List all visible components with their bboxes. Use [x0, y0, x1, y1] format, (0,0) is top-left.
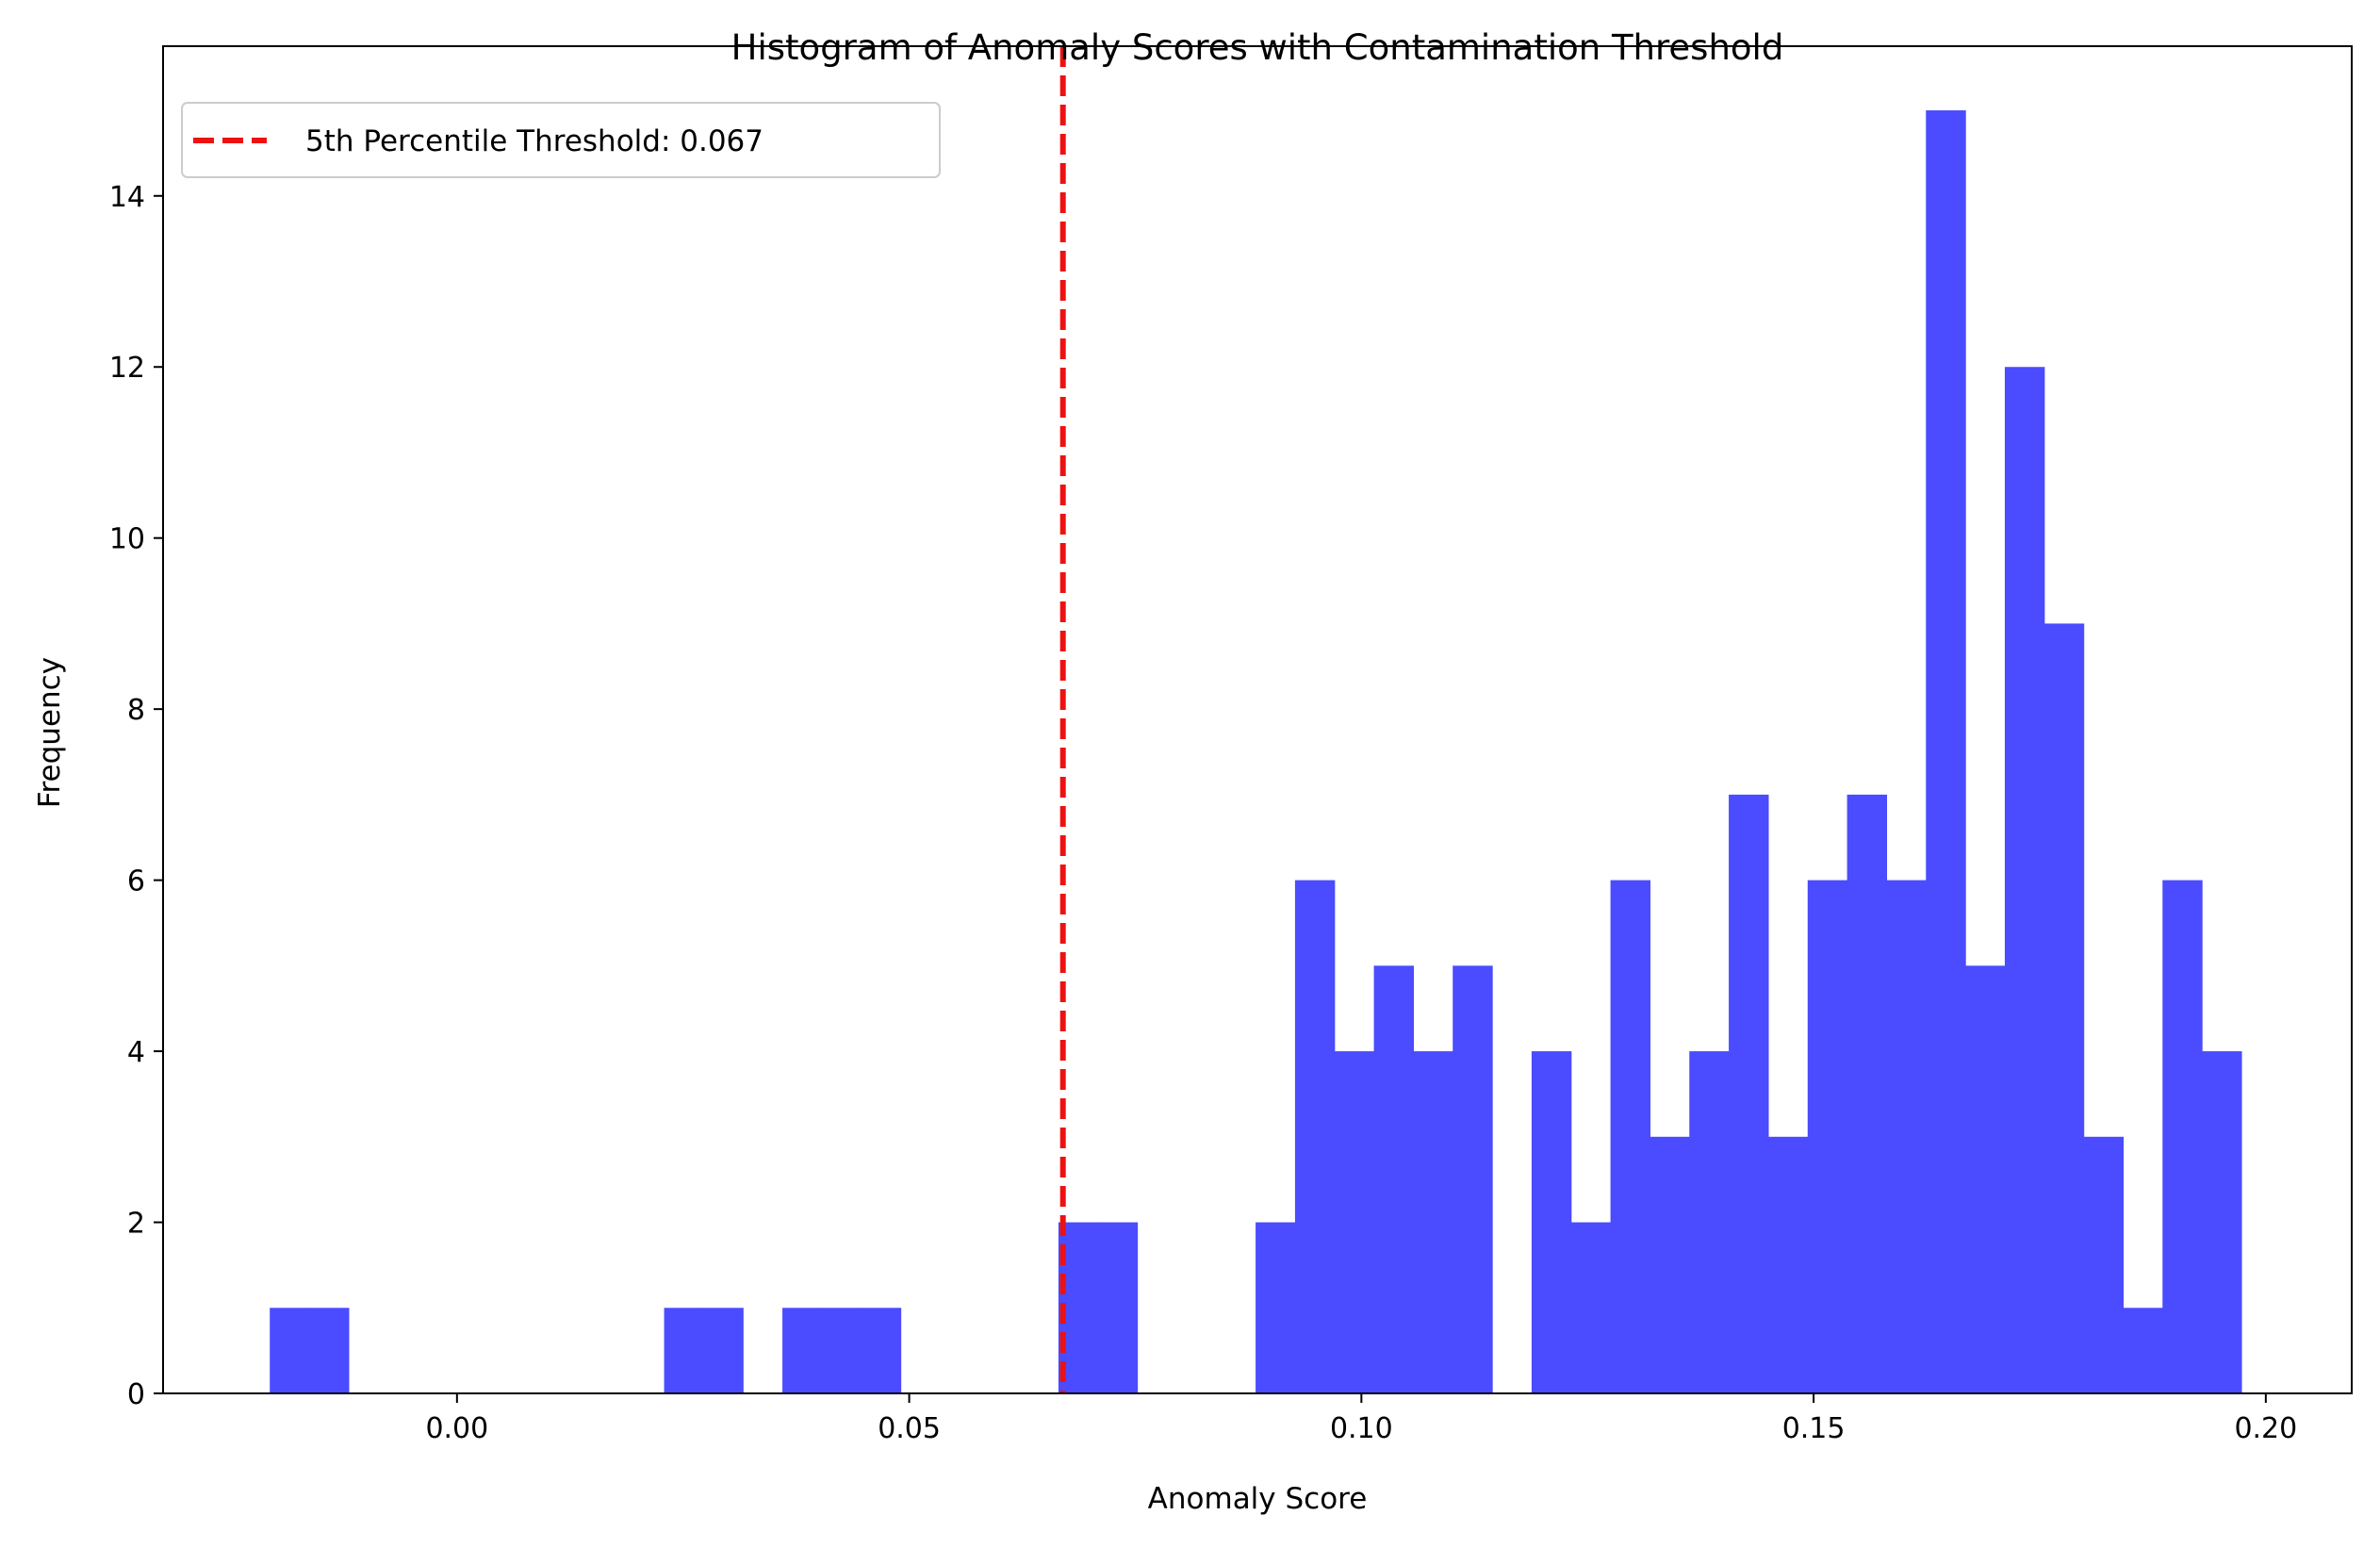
histogram-bar	[309, 1308, 350, 1393]
y-tick-label: 14	[109, 181, 145, 214]
legend: 5th Percentile Threshold: 0.067	[181, 102, 941, 178]
histogram-bar	[1413, 1051, 1453, 1393]
y-tick-label: 2	[127, 1208, 145, 1241]
histogram-bar	[2123, 1308, 2163, 1393]
histogram-bar	[782, 1308, 823, 1393]
histogram-bar	[1570, 1222, 1612, 1393]
histogram-bar	[1256, 1222, 1296, 1393]
axes-layer	[162, 45, 2353, 1394]
plot-frame	[162, 45, 2353, 1394]
histogram-bar	[1965, 965, 2006, 1393]
histogram-bar	[1767, 1136, 1809, 1393]
histogram-bar	[270, 1308, 310, 1393]
y-tick-label: 8	[127, 694, 145, 727]
histogram-bar	[2202, 1051, 2242, 1393]
histogram-bar	[1807, 880, 1848, 1393]
histogram-bar	[1294, 880, 1336, 1393]
histogram-bar	[1729, 794, 1769, 1393]
histogram-bar	[1373, 965, 1415, 1393]
ticks-layer: 0.00 0.05 0.10 0.15 0.20 0 2 4 6 8 10 12 14	[109, 181, 2297, 1445]
legend-box	[181, 102, 941, 178]
histogram-bar	[1886, 880, 1927, 1393]
x-tick-label: 0.00	[425, 1412, 488, 1445]
y-tick-label: 0	[127, 1378, 145, 1411]
legend-threshold-label: 5th Percentile Threshold: 0.067	[305, 124, 763, 158]
histogram-bar	[861, 1308, 902, 1393]
histogram-bar	[1097, 1222, 1139, 1393]
bars-layer	[270, 110, 2242, 1393]
chart-title: Histogram of Anomaly Scores with Contami…	[731, 27, 1784, 68]
histogram-bar	[1847, 794, 1888, 1393]
histogram-bar	[1453, 965, 1493, 1393]
y-axis-label: Frequency	[33, 657, 67, 808]
x-tick-label: 0.20	[2234, 1412, 2297, 1445]
histogram-bar	[1610, 880, 1651, 1393]
histogram-bar	[664, 1308, 704, 1393]
histogram-bar	[1650, 1136, 1690, 1393]
y-tick-label: 12	[109, 352, 145, 385]
histogram-bar	[2083, 1136, 2125, 1393]
histogram-bar	[2044, 623, 2085, 1393]
y-tick-label: 6	[127, 865, 145, 898]
x-tick-label: 0.15	[1782, 1412, 1846, 1445]
histogram-bar	[1334, 1051, 1375, 1393]
x-tick-label: 0.05	[878, 1412, 941, 1445]
histogram-bar	[703, 1308, 744, 1393]
histogram-bar	[1926, 110, 1966, 1393]
y-tick-label: 10	[109, 523, 145, 556]
x-tick-label: 0.10	[1330, 1412, 1393, 1445]
histogram-bar	[1689, 1051, 1730, 1393]
histogram-bar	[2162, 880, 2203, 1393]
histogram-bar	[821, 1308, 862, 1393]
histogram-bar	[1531, 1051, 1572, 1393]
histogram-bar	[2004, 367, 2045, 1393]
y-tick-label: 4	[127, 1036, 145, 1069]
x-axis-label: Anomaly Score	[1148, 1482, 1368, 1516]
